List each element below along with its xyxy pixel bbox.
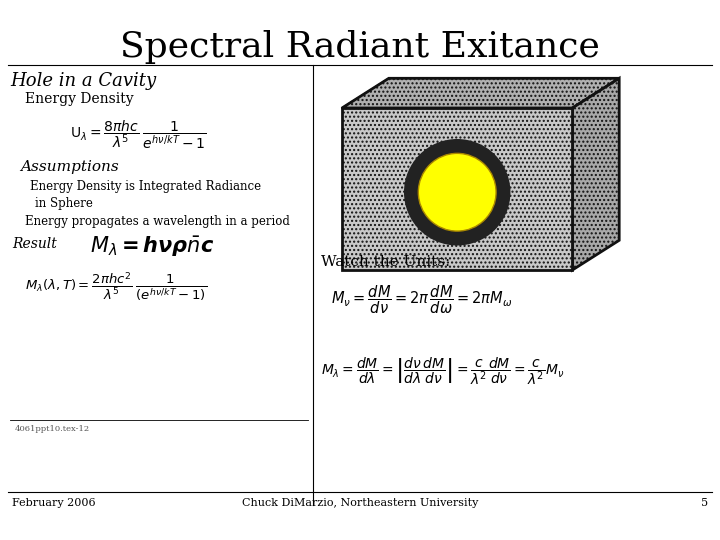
Polygon shape <box>342 78 619 108</box>
Text: $M_\lambda(\lambda,T) = \dfrac{2\pi hc^2}{\lambda^5}\;\dfrac{1}{(e^{h\nu/kT}-1)}: $M_\lambda(\lambda,T) = \dfrac{2\pi hc^2… <box>25 270 207 303</box>
Ellipse shape <box>405 140 509 244</box>
Text: $M_\lambda = \dfrac{dM}{d\lambda} = \left|\dfrac{d\nu}{d\lambda}\dfrac{dM}{d\nu}: $M_\lambda = \dfrac{dM}{d\lambda} = \lef… <box>321 355 564 387</box>
Bar <box>342 108 572 270</box>
Text: Assumptions: Assumptions <box>20 160 119 174</box>
Text: Hole in a Cavity: Hole in a Cavity <box>10 72 156 90</box>
Polygon shape <box>572 78 619 270</box>
Text: Energy Density is Integrated Radiance: Energy Density is Integrated Radiance <box>30 180 261 193</box>
Text: February 2006: February 2006 <box>12 498 96 508</box>
Text: 4061ppt10.tex-12: 4061ppt10.tex-12 <box>15 425 90 433</box>
Text: Result: Result <box>12 237 57 251</box>
Text: $M_\nu = \dfrac{dM}{d\nu} = 2\pi\,\dfrac{dM}{d\omega} = 2\pi M_\omega$: $M_\nu = \dfrac{dM}{d\nu} = 2\pi\,\dfrac… <box>331 283 513 315</box>
Text: Energy Density: Energy Density <box>25 92 134 106</box>
Ellipse shape <box>418 153 496 231</box>
Text: $\mathrm{U}_\lambda = \dfrac{8\pi hc}{\lambda^5}\;\dfrac{1}{e^{h\nu/kT}-1}$: $\mathrm{U}_\lambda = \dfrac{8\pi hc}{\l… <box>70 118 207 151</box>
Text: Spectral Radiant Exitance: Spectral Radiant Exitance <box>120 30 600 64</box>
Text: 5: 5 <box>701 498 708 508</box>
Text: in Sphere: in Sphere <box>35 197 93 210</box>
Text: $\boldsymbol{M_\lambda = h\nu\rho\bar{n}c}$: $\boldsymbol{M_\lambda = h\nu\rho\bar{n}… <box>90 235 215 259</box>
Text: Watch the Units:: Watch the Units: <box>321 255 451 269</box>
Text: Energy propagates a wavelength in a period: Energy propagates a wavelength in a peri… <box>25 215 290 228</box>
Text: Chuck DiMarzio, Northeastern University: Chuck DiMarzio, Northeastern University <box>242 498 478 508</box>
